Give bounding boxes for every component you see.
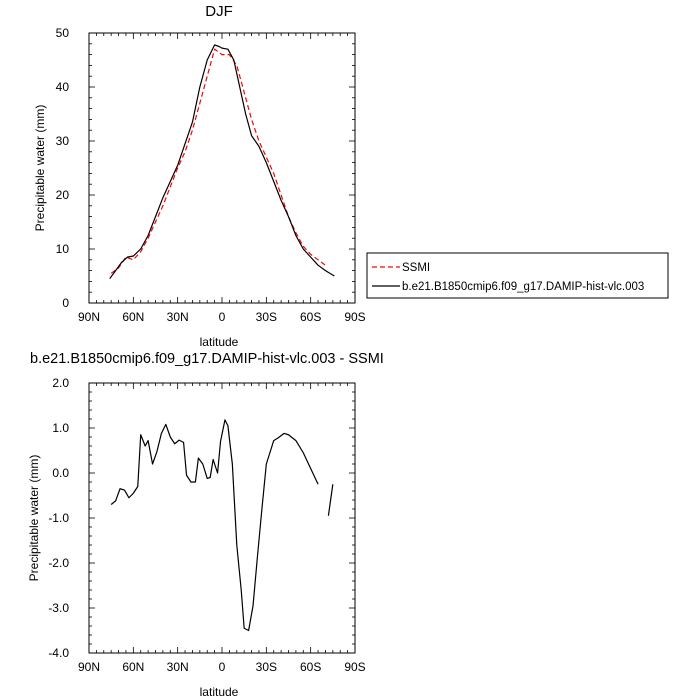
legend-label-model: b.e21.B1850cmip6.f09_g17.DAMIP-hist-vlc.…: [402, 281, 644, 293]
legend-label-ssmi: SSMI: [402, 262, 430, 274]
y-axis-label: Precipitable water (mm): [27, 455, 41, 582]
plot-frame: [88, 382, 356, 654]
x-tick-label: 30N: [167, 310, 189, 324]
y-tick-label: 40: [56, 80, 70, 94]
y-tick-label: -2.0: [48, 556, 69, 570]
y-tick-label: 2.0: [52, 376, 69, 390]
x-tick-label: 60N: [122, 310, 144, 324]
y-tick-label: 0: [62, 296, 69, 310]
y-tick-label: 10: [56, 242, 70, 256]
y-axis-label: Precipitable water (mm): [33, 105, 47, 232]
x-axis-label: latitude: [200, 685, 239, 699]
x-tick-label: 60S: [300, 310, 321, 324]
series-line-ssmi: [110, 48, 326, 274]
y-tick-label: 1.0: [52, 421, 69, 435]
chart-title: DJF: [205, 3, 233, 20]
x-axis-label: latitude: [200, 335, 239, 349]
y-tick-label: 0.0: [52, 466, 69, 480]
axes-frame: 90N 60N 30N 0 30S 60S 90S 2.0 1.0 0.0 -1.0 -2.0 -3.0…: [48, 376, 365, 674]
y-tick-label: -4.0: [48, 646, 69, 660]
series-line-difference: [110, 419, 319, 632]
series-line-difference: [327, 484, 334, 516]
plot-lines: [110, 419, 334, 632]
chart-title: b.e21.B1850cmip6.f09_g17.DAMIP-hist-vlc.…: [30, 351, 384, 367]
x-tick-label: 30N: [167, 660, 189, 674]
y-tick-label: -3.0: [48, 601, 69, 615]
x-tick-label: 60N: [122, 660, 144, 674]
x-tick-label: 30S: [256, 660, 277, 674]
x-tick-label: 0: [219, 660, 226, 674]
y-tick-label: -1.0: [48, 511, 69, 525]
x-tick-label: 30S: [256, 310, 277, 324]
top-panel: DJF Precipitable water (mm) latitude 90N…: [33, 3, 366, 349]
y-tick-label: 30: [56, 134, 70, 148]
x-tick-label: 60S: [300, 660, 321, 674]
axes-frame: 90N 60N 30N 0 30S 60S 90S 0 10 20 30 40 50: [56, 26, 366, 324]
bottom-panel: b.e21.B1850cmip6.f09_g17.DAMIP-hist-vlc.…: [27, 351, 384, 699]
x-tick-label: 90S: [344, 660, 365, 674]
y-tick-label: 50: [56, 26, 70, 40]
plot-lines: [109, 44, 335, 280]
legend-box: [366, 252, 669, 299]
x-tick-label: 90S: [344, 310, 365, 324]
series-line-b-e21-b1850cmip6-f09-g17-damip-hist-vlc-003: [109, 44, 335, 280]
x-tick-label: 90N: [78, 660, 100, 674]
legend: SSMI b.e21.B1850cmip6.f09_g17.DAMIP-hist…: [366, 252, 669, 299]
x-tick-label: 0: [219, 310, 226, 324]
y-tick-label: 20: [56, 188, 70, 202]
x-tick-label: 90N: [78, 310, 100, 324]
